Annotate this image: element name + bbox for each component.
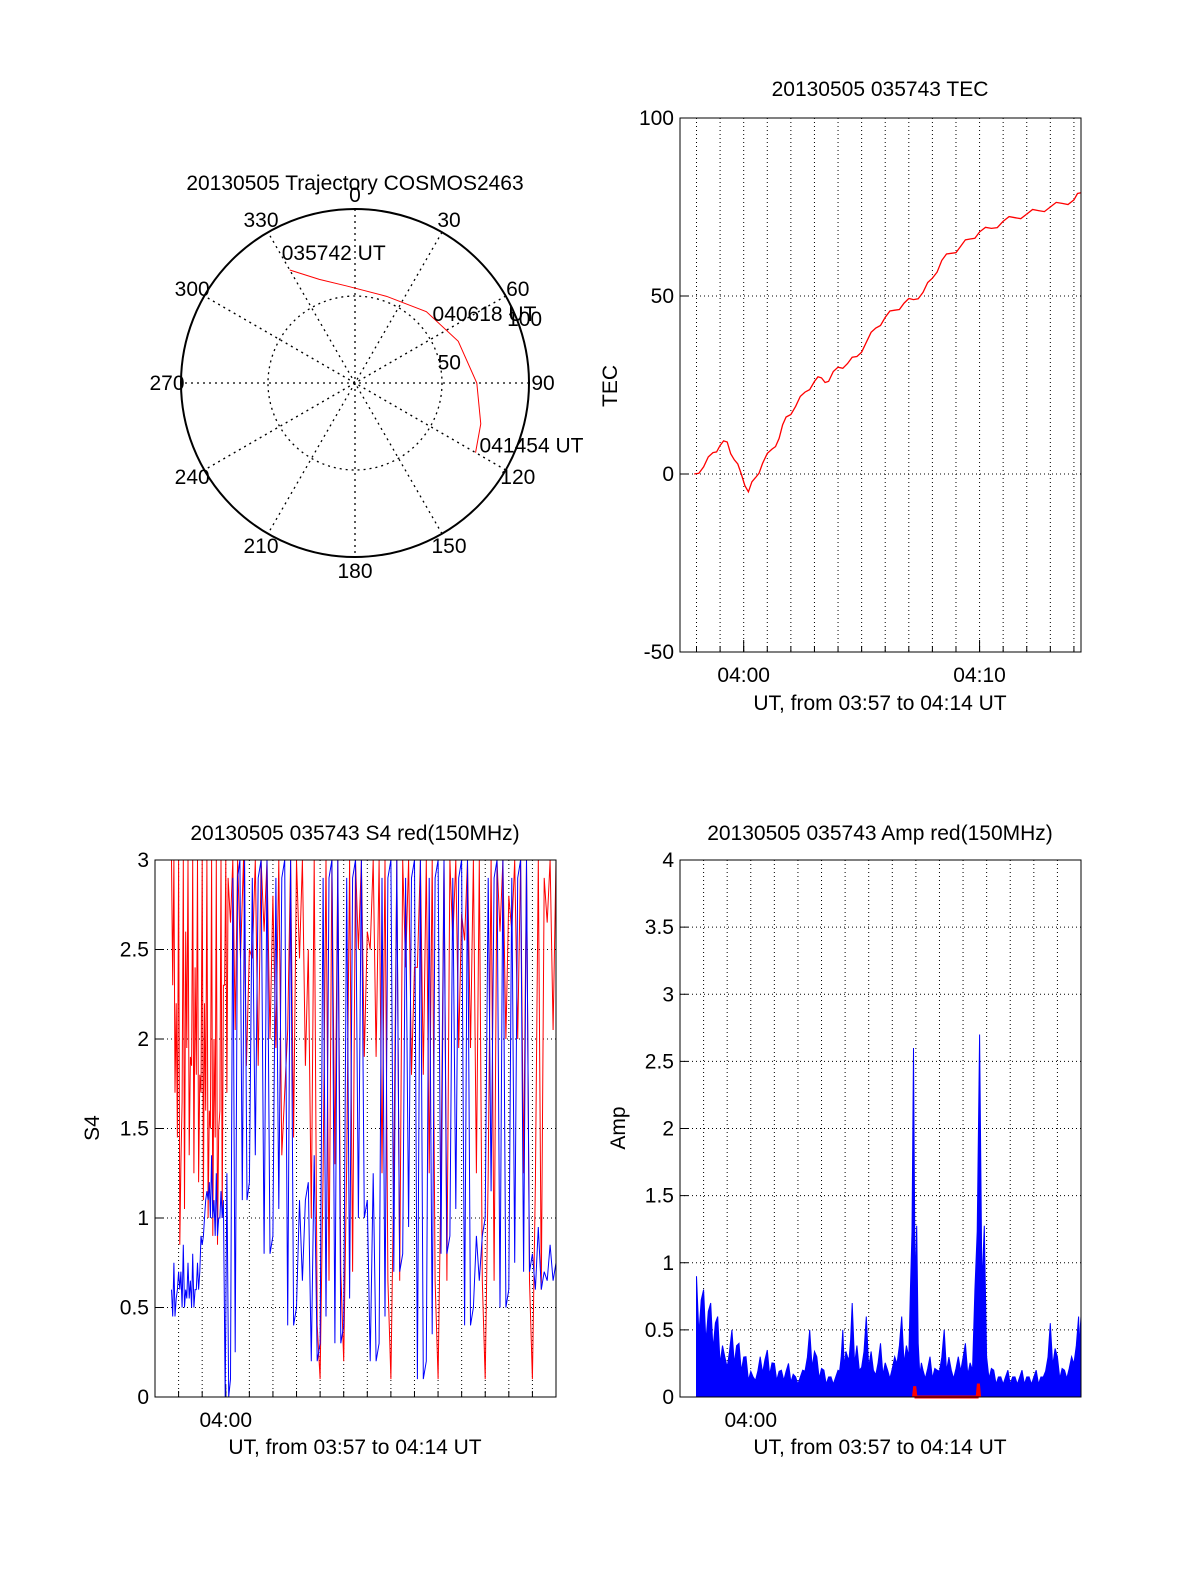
polar-radial-label: 50 <box>438 352 461 375</box>
trajectory-annotation: 041454 UT <box>480 435 584 458</box>
polar-azimuth-labels: 0 30 60 90 120 150 180 210 240 270 300 330 <box>149 184 554 583</box>
s4-panel: 20130505 035743 S4 red(150MHz) S4 UT, fr… <box>81 822 557 1459</box>
polar-azimuth-label: 0 <box>349 184 361 207</box>
s4-frame <box>154 859 557 1398</box>
polar-grid <box>180 208 530 558</box>
amp-y-axis-label: Amp <box>607 1106 630 1149</box>
s4-title: 20130505 035743 S4 red(150MHz) <box>190 822 519 845</box>
s4-blue-line <box>171 859 557 1398</box>
s4-series <box>171 859 557 1398</box>
polar-spoke <box>267 231 443 535</box>
polar-azimuth-label: 60 <box>506 278 529 301</box>
y-tick-label: 2.5 <box>120 939 149 962</box>
y-tick-label: 1.5 <box>120 1118 149 1141</box>
y-tick-label: 4 <box>662 849 674 872</box>
tec-frame <box>679 117 1082 653</box>
s4-ticks: 0 0.5 1 1.5 2 2.5 3 04:00 <box>120 849 533 1432</box>
y-tick-label: 0.5 <box>645 1319 674 1342</box>
amp-ticks: 0 0.5 1 1.5 2 2.5 3 3.5 4 04:00 <box>645 849 1058 1432</box>
polar-inner-circle <box>267 295 443 471</box>
trajectory-annotation: 035742 UT <box>282 242 386 265</box>
y-tick-label: 2 <box>137 1028 149 1051</box>
tec-y-axis-label: TEC <box>599 365 622 407</box>
y-tick-label: 0 <box>662 463 674 486</box>
trajectory-title: 20130505 Trajectory COSMOS2463 <box>186 172 523 195</box>
s4-grid <box>155 860 556 1397</box>
y-tick-label: 100 <box>639 107 674 130</box>
tec-ticks: -50 0 50 100 04:00 04:10 <box>639 107 1075 687</box>
tec-grid <box>680 118 1081 652</box>
y-tick-label: 1 <box>137 1207 149 1230</box>
y-tick-label: 2 <box>662 1118 674 1141</box>
x-tick-label: 04:10 <box>953 664 1006 687</box>
polar-azimuth-label: 180 <box>337 560 372 583</box>
s4-x-axis-label: UT, from 03:57 to 04:14 UT <box>228 1436 481 1459</box>
polar-azimuth-label: 150 <box>431 535 466 558</box>
polar-radial-label: 100 <box>507 308 542 331</box>
x-tick-label: 04:00 <box>199 1409 252 1432</box>
x-tick-label: 04:00 <box>717 664 770 687</box>
polar-azimuth-label: 270 <box>149 372 184 395</box>
amp-frame <box>679 859 1082 1398</box>
y-tick-label: 0 <box>137 1386 149 1409</box>
x-tick-label: 04:00 <box>724 1409 777 1432</box>
y-tick-label: 1 <box>662 1252 674 1275</box>
polar-radial-labels: 50 100 <box>438 308 543 375</box>
tec-x-axis-label: UT, from 03:57 to 04:14 UT <box>753 692 1006 715</box>
polar-azimuth-label: 90 <box>531 372 554 395</box>
amp-blue-area <box>696 1034 1082 1398</box>
tec-title: 20130505 035743 TEC <box>772 78 989 101</box>
trajectory-annotation: 040618 UT <box>433 303 537 326</box>
y-tick-label: 3 <box>137 849 149 872</box>
s4-y-axis-label: S4 <box>81 1115 104 1141</box>
tec-series <box>694 192 1082 494</box>
y-tick-label: 1.5 <box>645 1185 674 1208</box>
polar-azimuth-label: 300 <box>175 278 210 301</box>
s4-red-line <box>171 859 557 1380</box>
amp-panel: 20130505 035743 Amp red(150MHz) Amp UT, … <box>607 822 1082 1459</box>
y-tick-label: 0 <box>662 1386 674 1409</box>
polar-azimuth-label: 240 <box>175 466 210 489</box>
y-tick-label: 3.5 <box>645 916 674 939</box>
trajectory-annotations: 035742 UT 040618 UT 041454 UT <box>282 242 584 458</box>
amp-grid <box>680 860 1081 1397</box>
tec-line <box>694 192 1082 494</box>
polar-azimuth-label: 120 <box>500 466 535 489</box>
y-tick-label: 0.5 <box>120 1297 149 1320</box>
amp-x-axis-label: UT, from 03:57 to 04:14 UT <box>753 1436 1006 1459</box>
y-tick-label: 50 <box>651 285 674 308</box>
y-tick-label: 2.5 <box>645 1050 674 1073</box>
polar-azimuth-label: 30 <box>437 209 460 232</box>
trajectory-panel: 20130505 Trajectory COSMOS2463 0 30 60 90 12… <box>149 172 583 583</box>
polar-azimuth-label: 330 <box>243 209 278 232</box>
y-tick-label: -50 <box>644 641 674 664</box>
trajectory-line <box>289 269 482 453</box>
amp-series <box>696 1034 1082 1399</box>
tec-panel: 20130505 035743 TEC TEC UT, from 03:57 t… <box>599 78 1082 715</box>
amp-title: 20130505 035743 Amp red(150MHz) <box>707 822 1053 845</box>
y-tick-label: 3 <box>662 983 674 1006</box>
polar-azimuth-label: 210 <box>243 535 278 558</box>
